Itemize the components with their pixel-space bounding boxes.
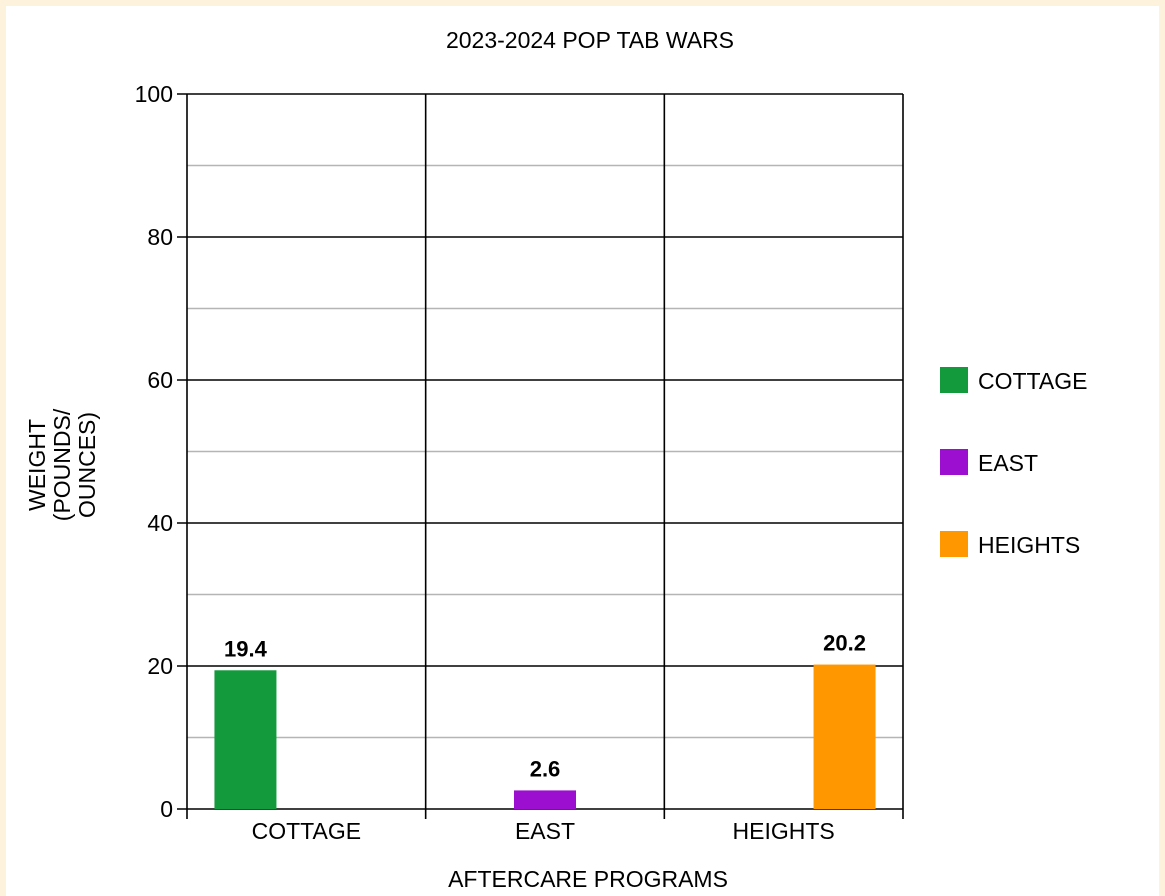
- axes: [186, 94, 904, 819]
- y-tick-label: 100: [135, 81, 173, 107]
- bar-east: [514, 790, 576, 809]
- data-label: 20.2: [823, 631, 866, 656]
- grid: [177, 93, 903, 810]
- x-tick-label: EAST: [515, 818, 575, 844]
- y-tick-label: 80: [147, 224, 173, 250]
- bar-heights: [813, 664, 876, 809]
- y-tick-label: 20: [147, 653, 173, 679]
- bar-cottage: [214, 670, 277, 809]
- data-label: 2.6: [530, 756, 561, 781]
- chart-title: 2023-2024 POP TAB WARS: [446, 27, 734, 53]
- y-tick-label: 60: [147, 367, 173, 393]
- y-axis-title-line-2: (POUNDS/: [49, 408, 75, 521]
- legend-label: EAST: [978, 450, 1038, 476]
- y-axis-title-line-1: WEIGHT: [24, 419, 50, 511]
- data-label: 19.4: [224, 636, 268, 661]
- x-tick-label: HEIGHTS: [733, 818, 835, 844]
- y-axis-title-line-3: OUNCES): [74, 412, 100, 518]
- bars: [214, 664, 876, 809]
- y-tick-label: 40: [147, 510, 173, 536]
- legend: COTTAGE EAST HEIGHTS: [940, 367, 1087, 558]
- legend-swatch-heights: [940, 531, 968, 557]
- labels: 0 20 40 60 80 100 COTTAGE EAST HEIGHTS 19.4 2.6 20.…: [135, 81, 866, 844]
- x-tick-label: COTTAGE: [252, 818, 361, 844]
- legend-swatch-cottage: [940, 367, 968, 393]
- y-axis-title: WEIGHT (POUNDS/ OUNCES): [24, 408, 100, 521]
- legend-label: COTTAGE: [978, 368, 1087, 394]
- legend-swatch-east: [940, 449, 968, 475]
- legend-label: HEIGHTS: [978, 532, 1080, 558]
- y-tick-label: 0: [160, 796, 173, 822]
- x-axis-title: AFTERCARE PROGRAMS: [448, 866, 728, 892]
